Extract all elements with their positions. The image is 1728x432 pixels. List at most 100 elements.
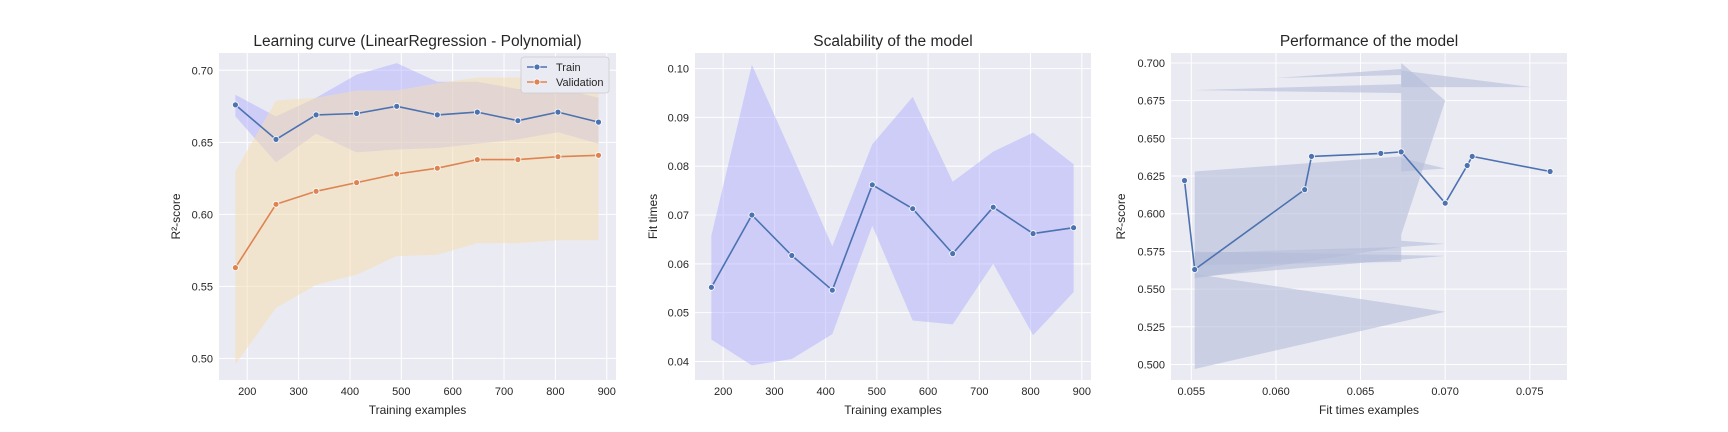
confidence-bands: [1194, 63, 1532, 369]
y-tick-label: 0.600: [1137, 209, 1165, 221]
learning-curve-panel: 200 300 400 500 600 700 800 900 0.50 0.55 0.60 0.6…: [169, 33, 616, 417]
y-tick-label: 0.65: [192, 137, 213, 149]
data-point: [554, 153, 562, 161]
chart-title: Learning curve (LinearRegression - Polyn…: [253, 33, 581, 50]
x-tick-label: 400: [341, 386, 359, 398]
y-tick-label: 0.700: [1137, 58, 1165, 70]
plot-background: [695, 53, 1091, 380]
legend-validation-marker: [533, 78, 541, 86]
y-tick-labels: 0.500 0.525 0.550 0.575 0.600 0.625 0.650 0.675…: [1137, 58, 1165, 372]
data-point: [514, 117, 522, 125]
x-tick-label: 700: [495, 386, 513, 398]
y-tick-label: 0.05: [668, 308, 689, 320]
series-lines: [710, 184, 1074, 291]
data-point: [1441, 199, 1449, 207]
performance-panel: 0.055 0.060 0.065 0.070 0.075 0.500 0.525 0.55…: [1114, 33, 1567, 417]
data-point: [473, 108, 481, 116]
x-tick-label: 0.055: [1178, 386, 1206, 398]
data-point: [748, 211, 756, 219]
data-point: [514, 156, 522, 164]
gridlines: [695, 53, 1091, 380]
data-point: [393, 102, 401, 110]
data-point: [433, 111, 441, 119]
y-tick-label: 0.08: [668, 161, 689, 173]
legend: Train Validation: [520, 56, 610, 94]
series-points: [1181, 148, 1554, 273]
y-tick-label: 0.09: [668, 112, 689, 124]
data-point: [1181, 177, 1188, 184]
y-tick-label: 0.625: [1137, 171, 1165, 183]
x-tick-label: 700: [970, 386, 988, 398]
series-line: [710, 184, 1074, 291]
y-tick-label: 0.55: [192, 281, 213, 293]
legend-train-marker: [533, 63, 541, 71]
y-axis-label: R²-score: [169, 193, 183, 239]
x-axis-label: Fit times examples: [1319, 403, 1419, 417]
data-point: [1308, 152, 1315, 160]
confidence-band: [235, 71, 599, 365]
data-point: [788, 252, 796, 259]
chart-title: Performance of the model: [1280, 33, 1458, 50]
confidence-bands: [711, 64, 1074, 366]
x-tick-label: 0.075: [1516, 386, 1544, 398]
x-tick-label: 900: [1073, 386, 1091, 398]
data-point: [353, 179, 361, 187]
y-tick-label: 0.07: [668, 210, 689, 222]
confidence-band: [1194, 246, 1402, 265]
data-point: [828, 286, 836, 294]
confidence-bands: [235, 63, 599, 365]
series-points: [708, 181, 1077, 294]
x-tick-label: 0.070: [1431, 386, 1459, 398]
series-line: [1183, 151, 1551, 271]
x-tick-labels: 0.055 0.060 0.065 0.070 0.075: [1178, 386, 1544, 398]
y-tick-label: 0.675: [1137, 96, 1165, 108]
data-point: [708, 283, 715, 291]
y-tick-label: 0.04: [668, 356, 689, 368]
confidence-band: [1401, 157, 1446, 172]
y-tick-label: 0.50: [192, 353, 213, 365]
confidence-band: [1401, 63, 1446, 235]
data-point: [231, 264, 239, 272]
x-tick-label: 300: [765, 386, 783, 398]
data-point: [272, 135, 280, 143]
y-tick-label: 0.10: [668, 64, 689, 76]
confidence-band: [711, 64, 1074, 366]
x-axis-label: Training examples: [844, 403, 942, 417]
x-tick-labels: 200 300 400 500 600 700 800 900: [714, 386, 1091, 398]
series-lines: [234, 104, 599, 269]
x-tick-label: 800: [546, 386, 564, 398]
data-point: [1301, 186, 1309, 194]
data-point: [1070, 224, 1077, 232]
x-axis-label: Training examples: [369, 403, 467, 417]
x-tick-label: 200: [714, 386, 732, 398]
x-tick-label: 800: [1021, 386, 1039, 398]
series-points: [231, 101, 602, 272]
data-point: [909, 205, 917, 213]
data-point: [1463, 162, 1471, 169]
y-tick-label: 0.60: [192, 209, 213, 221]
confidence-band: [1401, 70, 1532, 88]
data-point: [231, 101, 239, 109]
data-point: [393, 170, 401, 178]
data-point: [473, 156, 481, 164]
x-tick-label: 500: [392, 386, 410, 398]
x-tick-label: 600: [444, 386, 462, 398]
data-point: [312, 111, 320, 119]
y-tick-label: 0.70: [192, 65, 213, 77]
y-tick-label: 0.650: [1137, 133, 1165, 145]
series-line: [234, 154, 599, 269]
data-point: [272, 200, 280, 208]
x-tick-labels: 200 300 400 500 600 700 800 900: [238, 386, 616, 398]
confidence-band: [1194, 274, 1446, 369]
data-point: [868, 181, 876, 189]
data-point: [312, 187, 320, 195]
y-tick-label: 0.550: [1137, 284, 1165, 296]
data-point: [1191, 266, 1199, 273]
y-tick-label: 0.525: [1137, 322, 1165, 334]
x-tick-label: 600: [919, 386, 937, 398]
x-tick-label: 300: [289, 386, 307, 398]
y-tick-labels: 0.04 0.05 0.06 0.07 0.08 0.09 0.10: [668, 64, 689, 369]
x-tick-label: 0.065: [1347, 386, 1375, 398]
chart-title: Scalability of the model: [813, 33, 972, 50]
